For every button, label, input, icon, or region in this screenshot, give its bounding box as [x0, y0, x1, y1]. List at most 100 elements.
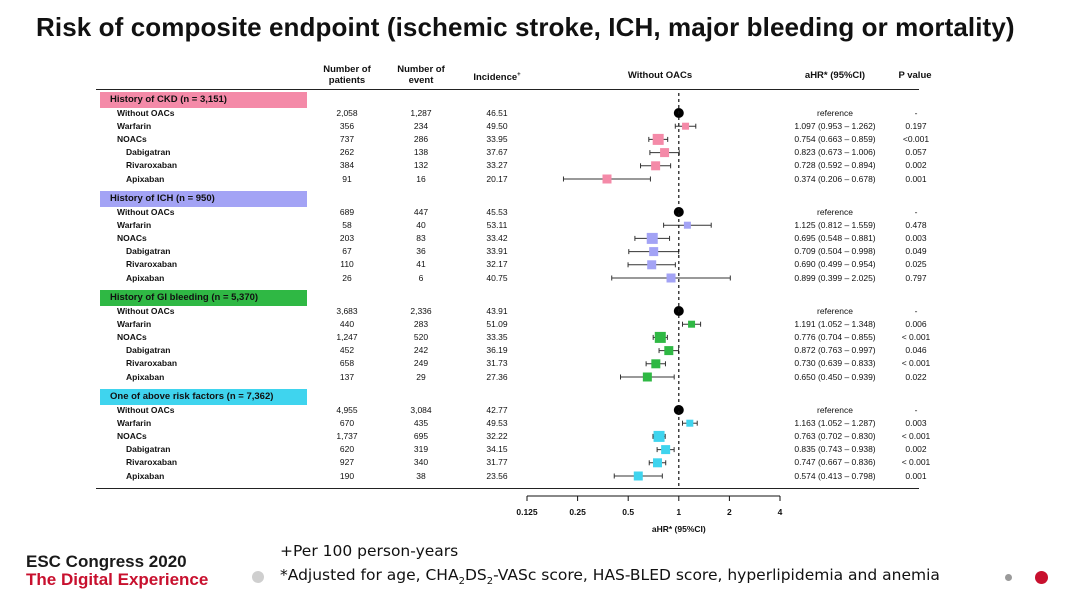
events-cell: 3,084	[410, 404, 432, 415]
ahr-cell: 0.899 (0.399 – 2.025)	[794, 272, 876, 283]
header-ahr: aHR* (95%CI)	[804, 70, 866, 81]
table-row: Without OACs 689 447 45.53 reference -	[0, 206, 1080, 219]
ahr-cell: 0.747 (0.667 – 0.836)	[794, 457, 876, 468]
header-patients-line2: patients	[328, 75, 366, 86]
incidence-cell: 23.56	[486, 470, 508, 481]
red-dot	[1035, 571, 1048, 584]
events-cell: 447	[413, 206, 429, 217]
header-p-value: P value	[898, 70, 932, 81]
header-without-oacs: Without OACs	[627, 70, 693, 81]
events-cell: 283	[413, 318, 429, 329]
footnote-adjusted: *Adjusted for age, CHA2DS2-VASc score, H…	[280, 566, 940, 587]
events-cell: 286	[413, 133, 429, 144]
row-label: NOACs	[117, 232, 147, 243]
p-value-cell: 0.025	[905, 259, 927, 270]
incidence-cell: 32.22	[486, 430, 508, 441]
x-tick-label: 4	[778, 507, 783, 517]
incidence-cell: 37.67	[486, 147, 508, 158]
digital-experience-label: The Digital Experience	[26, 570, 209, 589]
ahr-cell: 0.835 (0.743 – 0.938)	[794, 444, 876, 455]
row-label: Dabigatran	[126, 147, 171, 158]
ahr-cell: 0.690 (0.499 – 0.954)	[794, 259, 876, 270]
patients-cell: 91	[342, 173, 352, 184]
events-cell: 319	[413, 444, 429, 455]
slide-title: Risk of composite endpoint (ischemic str…	[36, 12, 1015, 42]
table-row: NOACs 1,737 695 32.22 0.763 (0.702 – 0.830) <…	[0, 430, 1080, 443]
events-cell: 41	[416, 259, 426, 270]
patients-cell: 620	[339, 444, 355, 455]
group-header-1: History of CKD (n = 3,151)	[100, 92, 307, 108]
reference-point	[673, 207, 684, 217]
row-label: Dabigatran	[126, 444, 171, 455]
p-value-cell: 0.197	[905, 120, 927, 131]
patients-cell: 689	[339, 206, 355, 217]
incidence-cell: 33.35	[486, 331, 508, 342]
p-value-cell: 0.003	[905, 232, 927, 243]
events-cell: 16	[416, 173, 426, 184]
incidence-cell: 33.91	[486, 246, 508, 257]
p-value-cell: -	[914, 404, 918, 415]
hr-point	[654, 331, 666, 343]
esc-congress-label: ESC Congress 2020	[26, 552, 187, 571]
p-value-cell: 0.797	[905, 272, 927, 283]
row-label: Rivaroxaban	[126, 457, 178, 468]
hr-point	[686, 419, 694, 427]
patients-cell: 190	[339, 470, 355, 481]
table-row: NOACs 737 286 33.95 0.754 (0.663 – 0.859) <0.…	[0, 133, 1080, 146]
hr-point	[646, 232, 658, 244]
incidence-cell: 33.95	[486, 133, 508, 144]
patients-cell: 110	[340, 259, 354, 270]
p-value-cell: 0.002	[905, 444, 927, 455]
patients-cell: 1,737	[336, 430, 358, 441]
incidence-cell: 40.75	[486, 272, 508, 283]
hr-point	[652, 133, 664, 145]
incidence-cell: 33.42	[486, 232, 508, 243]
group-header-2: History of ICH (n = 950)	[100, 191, 307, 207]
table-row: Dabigatran 620 319 34.15 0.835 (0.743 – 0.93…	[0, 443, 1080, 456]
incidence-cell: 33.27	[486, 160, 508, 171]
hr-point	[683, 221, 691, 229]
p-value-cell: -	[914, 107, 918, 118]
header-incidence-label: Incidence	[473, 72, 518, 84]
table-row: NOACs 203 83 33.42 0.695 (0.548 – 0.881) 0.00…	[0, 232, 1080, 245]
ahr-cell: 0.709 (0.504 – 0.998)	[794, 246, 876, 257]
table-top-rule	[96, 89, 919, 90]
row-label: NOACs	[117, 331, 147, 342]
p-value-cell: 0.001	[905, 173, 927, 184]
events-cell: 40	[416, 219, 426, 230]
p-value-cell: < 0.001	[901, 430, 931, 441]
group-header-4: One of above risk factors (n = 7,362)	[100, 389, 307, 405]
footnote-adjusted-mid: DS	[464, 566, 487, 584]
footnote-sub-2: 2	[486, 576, 494, 588]
table-row: Without OACs 2,058 1,287 46.51 reference -	[0, 107, 1080, 120]
p-value-cell: 0.022	[905, 371, 927, 382]
row-label: NOACs	[117, 133, 147, 144]
header-patients-line1: Number of	[323, 64, 371, 75]
reference-point	[673, 405, 684, 415]
ahr-cell: 0.730 (0.639 – 0.833)	[794, 358, 876, 369]
table-row: Warfarin 58 40 53.11 1.125 (0.812 – 1.559) 0.…	[0, 219, 1080, 232]
table-row: Warfarin 440 283 51.09 1.191 (1.052 – 1.348)…	[0, 318, 1080, 331]
footnote-sub-1: 2	[458, 576, 465, 588]
incidence-cell: 46.51	[486, 107, 508, 118]
footnote-adjusted-suffix: -VASc score, HAS-BLED score, hyperlipide…	[493, 566, 940, 584]
p-value-cell: < 0.001	[901, 457, 931, 468]
events-cell: 2,336	[410, 305, 432, 316]
patients-cell: 203	[339, 232, 355, 243]
row-label: Rivaroxaban	[126, 259, 178, 270]
grey-dot-left	[252, 571, 264, 583]
ahr-cell: 0.776 (0.704 – 0.855)	[794, 331, 876, 342]
ahr-cell: reference	[817, 305, 853, 316]
grey-dot-right	[1005, 574, 1012, 581]
events-cell: 138	[413, 147, 429, 158]
events-cell: 242	[413, 345, 429, 356]
events-cell: 83	[416, 232, 426, 243]
hr-point	[602, 174, 612, 184]
patients-cell: 737	[339, 133, 355, 144]
p-value-cell: 0.478	[905, 219, 927, 230]
events-cell: 435	[413, 417, 429, 428]
hr-point	[688, 320, 696, 328]
hr-point	[653, 430, 665, 442]
x-tick-label: 0.5	[622, 507, 634, 517]
p-value-cell: < 0.001	[901, 358, 931, 369]
